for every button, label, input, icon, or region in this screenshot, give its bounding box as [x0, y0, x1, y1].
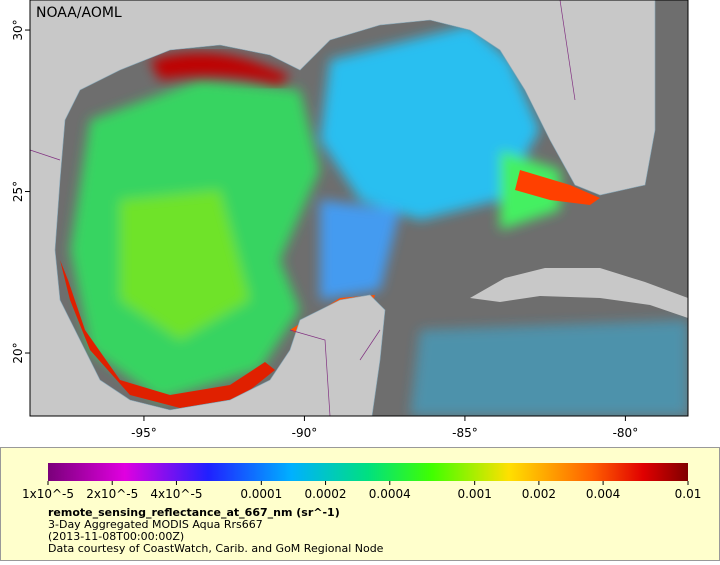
reflectance-field: [70, 25, 688, 416]
colorbar-tick-label: 4x10^-5: [150, 487, 202, 501]
map-frame: [29, 0, 689, 417]
colorbar: [48, 463, 688, 481]
coastal-high: [515, 170, 600, 205]
land: [470, 268, 688, 318]
legend-variable: remote_sensing_reflectance_at_667_nm (sr…: [48, 506, 340, 519]
lat-tick-label: 30°: [11, 19, 25, 40]
colorbar-tick-label: 0.0002: [305, 487, 347, 501]
colorbar-tick-label: 0.01: [675, 487, 702, 501]
legend-source: Data courtesy of CoastWatch, Carib. and …: [48, 542, 384, 555]
borders: [30, 0, 576, 416]
colorbar-tick-label: 0.0004: [369, 487, 411, 501]
colorbar-tick-label: 0.004: [586, 487, 620, 501]
colorbar-tick-label: 1x10^-5: [22, 487, 74, 501]
legend-time: (2013-11-08T00:00:00Z): [48, 530, 184, 543]
colorbar-tick-label: 0.002: [522, 487, 556, 501]
lon-tick-label: -90°: [292, 426, 318, 440]
coastal-high: [150, 52, 290, 85]
legend-dataset: 3-Day Aggregated MODIS Aqua Rrs667: [48, 518, 263, 531]
lon-tick-label: -95°: [131, 426, 157, 440]
map: NOAA/AOML: [30, 0, 688, 416]
colorbar-tick-label: 0.0001: [240, 487, 282, 501]
lon-tick-label: -80°: [613, 426, 639, 440]
lat-tick-label: 25°: [11, 181, 25, 202]
colorbar-tick-label: 2x10^-5: [86, 487, 138, 501]
land: [30, 0, 656, 416]
colorbar-tick-label: 0.001: [457, 487, 491, 501]
lat-tick-label: 20°: [11, 342, 25, 363]
lon-tick-label: -85°: [452, 426, 478, 440]
credit: NOAA/AOML: [36, 5, 122, 21]
